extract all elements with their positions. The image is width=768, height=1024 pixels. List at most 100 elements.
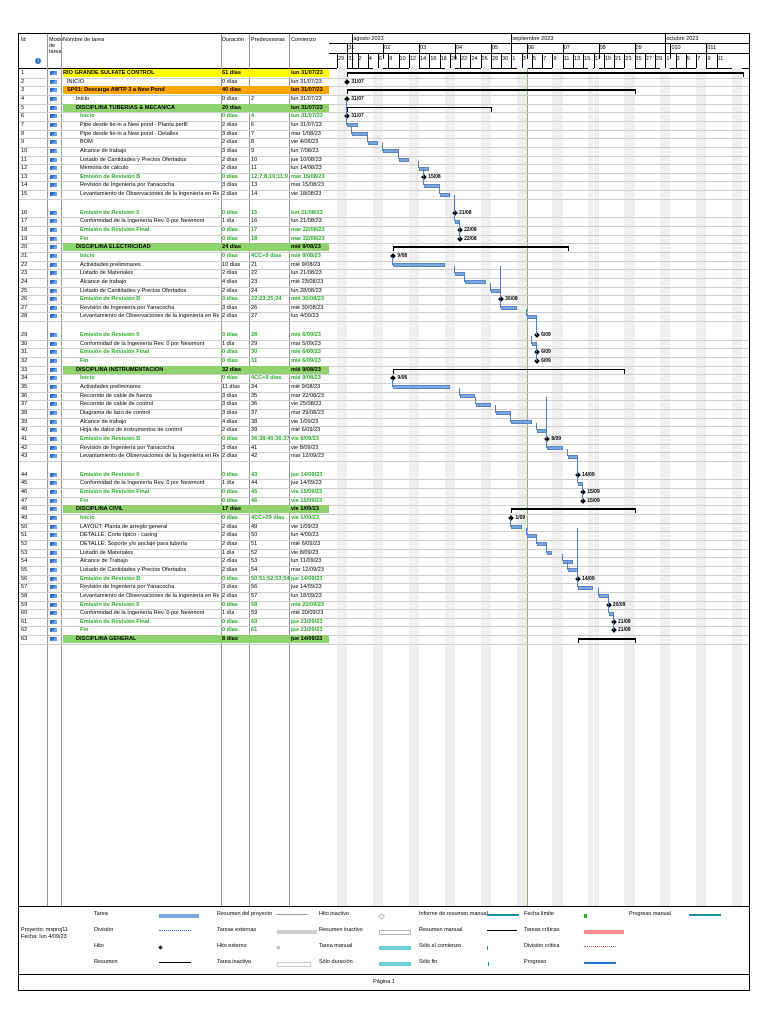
row-line: [329, 146, 749, 148]
dependency-link: [582, 493, 584, 501]
task-name[interactable]: Conformidad de la Ingeniería Rev. 0 por …: [80, 610, 205, 617]
task-name[interactable]: DETALLE: Corte típico - casing: [80, 532, 158, 539]
task-name[interactable]: Conformidad de la Ingeniería Rev. 0 por …: [80, 480, 205, 487]
task-name[interactable]: Listado de Cantidades y Precios Ofertado…: [80, 287, 187, 294]
task-name[interactable]: Emisión de Revisión 0: [80, 209, 140, 216]
task-name[interactable]: Revisión de Ingeniería por Yanacocha: [80, 304, 175, 311]
task-name[interactable]: Memoria de cálculo: [80, 165, 129, 172]
task-name[interactable]: Emisión de Revisión B: [80, 296, 141, 303]
summary-cap: [347, 72, 349, 77]
task-duration: 0 días: [222, 349, 238, 356]
task-id: 7: [21, 121, 25, 128]
task-duration: 0 días: [222, 173, 238, 180]
task-name[interactable]: Emisión de Revisión 0: [80, 471, 140, 478]
task-name[interactable]: Alcance de trabajo: [80, 418, 127, 425]
task-predecessors: 45: [251, 489, 258, 496]
weekend-shade: [737, 68, 743, 906]
task-name[interactable]: DISCIPLINA TUBERIAS & MECANICA: [76, 104, 175, 111]
task-name[interactable]: Listado de Materiales: [80, 270, 134, 277]
row-line: [19, 164, 329, 166]
task-name[interactable]: Inicio: [80, 515, 95, 522]
task-name[interactable]: Diagrama de lazo de control: [80, 409, 150, 416]
row-line: [329, 460, 749, 462]
task-name[interactable]: LAYOUT: Planta de arreglo general: [80, 523, 168, 530]
task-duration: 0 días: [222, 489, 238, 496]
task-predecessors: 31: [251, 358, 258, 365]
task-name[interactable]: Fin: [80, 497, 89, 504]
dependency-link: [607, 605, 609, 614]
dependency-link: [459, 222, 461, 230]
task-name[interactable]: Alcance de Trabajo: [80, 558, 128, 565]
row-line: [19, 172, 329, 174]
task-name[interactable]: DISCIPLINA ELECTRICIDAD: [76, 244, 151, 251]
task-name[interactable]: DETALLE: Soporte y/o anclaje para tuberí…: [80, 540, 188, 547]
task-name[interactable]: Recorrido de cable de control: [80, 401, 154, 408]
task-name[interactable]: Fin: [80, 627, 89, 634]
task-name[interactable]: Inicio: [80, 252, 95, 259]
task-name[interactable]: Listado de Cantidades y Precios Ofertado…: [80, 566, 187, 573]
row-line: [19, 626, 329, 628]
task-name[interactable]: SP01: Descarga AWTP 3 a New Pond: [67, 87, 165, 94]
dependency-link: [536, 536, 538, 544]
task-start: jue 14/09/23: [291, 480, 322, 487]
task-name[interactable]: Listado de Materiales: [80, 549, 134, 556]
task-name[interactable]: Levantamiento de Observaciones de la Ing…: [80, 453, 219, 460]
task-name[interactable]: Levantamiento de Observaciones de la Ing…: [80, 191, 219, 198]
task-name[interactable]: Emisión de Revisión 0: [80, 601, 140, 608]
task-name[interactable]: Listado de Cantidades y Precios Ofertado…: [80, 156, 187, 163]
task-name[interactable]: Emisión de Revisión Final: [80, 489, 150, 496]
task-name[interactable]: DISCIPLINA INSTRUMENTACION: [76, 366, 164, 373]
task-name[interactable]: Emisión de Revisión 0: [80, 332, 140, 339]
milestone-marker: [344, 78, 351, 85]
task-name[interactable]: Inicio: [76, 95, 90, 102]
task-name[interactable]: RIO GRANDE SULFATE CONTROL: [63, 70, 155, 76]
task-name[interactable]: Conformidad de la Ingeniería Rev. 0 por …: [80, 340, 205, 347]
task-name[interactable]: Pipe desde tie-in a New pond - Planta pe…: [80, 121, 188, 128]
task-name[interactable]: Emisión de Revisión B: [80, 435, 141, 442]
task-name[interactable]: Emisión de Revisión Final: [80, 349, 150, 356]
timescale-day: 8: [389, 56, 393, 62]
task-name[interactable]: Fin: [80, 235, 89, 242]
task-name[interactable]: Recorrido de cable de fuerza: [80, 392, 152, 399]
task-name[interactable]: DISCIPLINA GENERAL: [76, 636, 137, 643]
row-line: [329, 243, 749, 245]
task-name[interactable]: Emisión de Revisión Final: [80, 226, 150, 233]
task-name[interactable]: Actividades preliminares: [80, 383, 141, 390]
task-name[interactable]: Emisión de Revisión Final: [80, 618, 150, 625]
task-name[interactable]: Emisión de Revisión B: [80, 173, 141, 180]
task-name[interactable]: DISCIPLINA CIVIL: [76, 506, 124, 513]
dependency-link: [500, 265, 502, 300]
milestone-label: 21/08: [458, 209, 472, 216]
task-name[interactable]: Alcance de trabajo: [80, 278, 127, 285]
task-name[interactable]: Fin: [80, 358, 89, 365]
legend-label: Hito inactivo: [319, 911, 349, 917]
legend-swatch: [276, 945, 281, 950]
task-name[interactable]: Pipe desde tie-in a New pond - Detalles: [80, 130, 179, 137]
task-name[interactable]: Inicio: [80, 113, 95, 120]
row-line: [329, 129, 749, 131]
task-predecessors: 61: [251, 627, 258, 634]
task-name[interactable]: Levantamiento de Observaciones de la Ing…: [80, 313, 219, 320]
task-name[interactable]: BOM: [80, 139, 93, 146]
task-name[interactable]: Revisión de Ingeniería por Yanacocha: [80, 584, 175, 591]
task-name[interactable]: Conformidad de la Ingeniería Rev. 0 por …: [80, 218, 205, 225]
task-name[interactable]: Actividades preliminares: [80, 261, 141, 268]
timescale-month: octubre 2023: [666, 36, 699, 42]
milestone-label: 21/09: [618, 618, 631, 625]
task-name[interactable]: Hoja de datos de instrumentos de control: [80, 427, 182, 434]
task-name[interactable]: Emisión de Revisión B: [80, 575, 141, 582]
timescale-week: 010: [671, 45, 681, 51]
row-line: [19, 408, 329, 410]
task-mode-icon: [50, 105, 57, 110]
dependency-link: [351, 125, 353, 134]
task-start: lun 18/09/23: [291, 592, 322, 599]
task-name[interactable]: Revisión de Ingeniería por Yanacocha: [80, 444, 175, 451]
task-duration: 1 día: [222, 610, 235, 617]
task-name[interactable]: Inicio: [80, 375, 95, 382]
task-id: 14: [21, 182, 28, 189]
task-name[interactable]: Revisión de Ingeniería por Yanacocha: [80, 182, 175, 189]
task-name[interactable]: Levantamiento de Observaciones de la Ing…: [80, 592, 219, 599]
task-name[interactable]: INICIO: [67, 78, 85, 85]
task-id: 24: [21, 278, 28, 285]
task-name[interactable]: Alcance de trabajo: [80, 147, 127, 154]
